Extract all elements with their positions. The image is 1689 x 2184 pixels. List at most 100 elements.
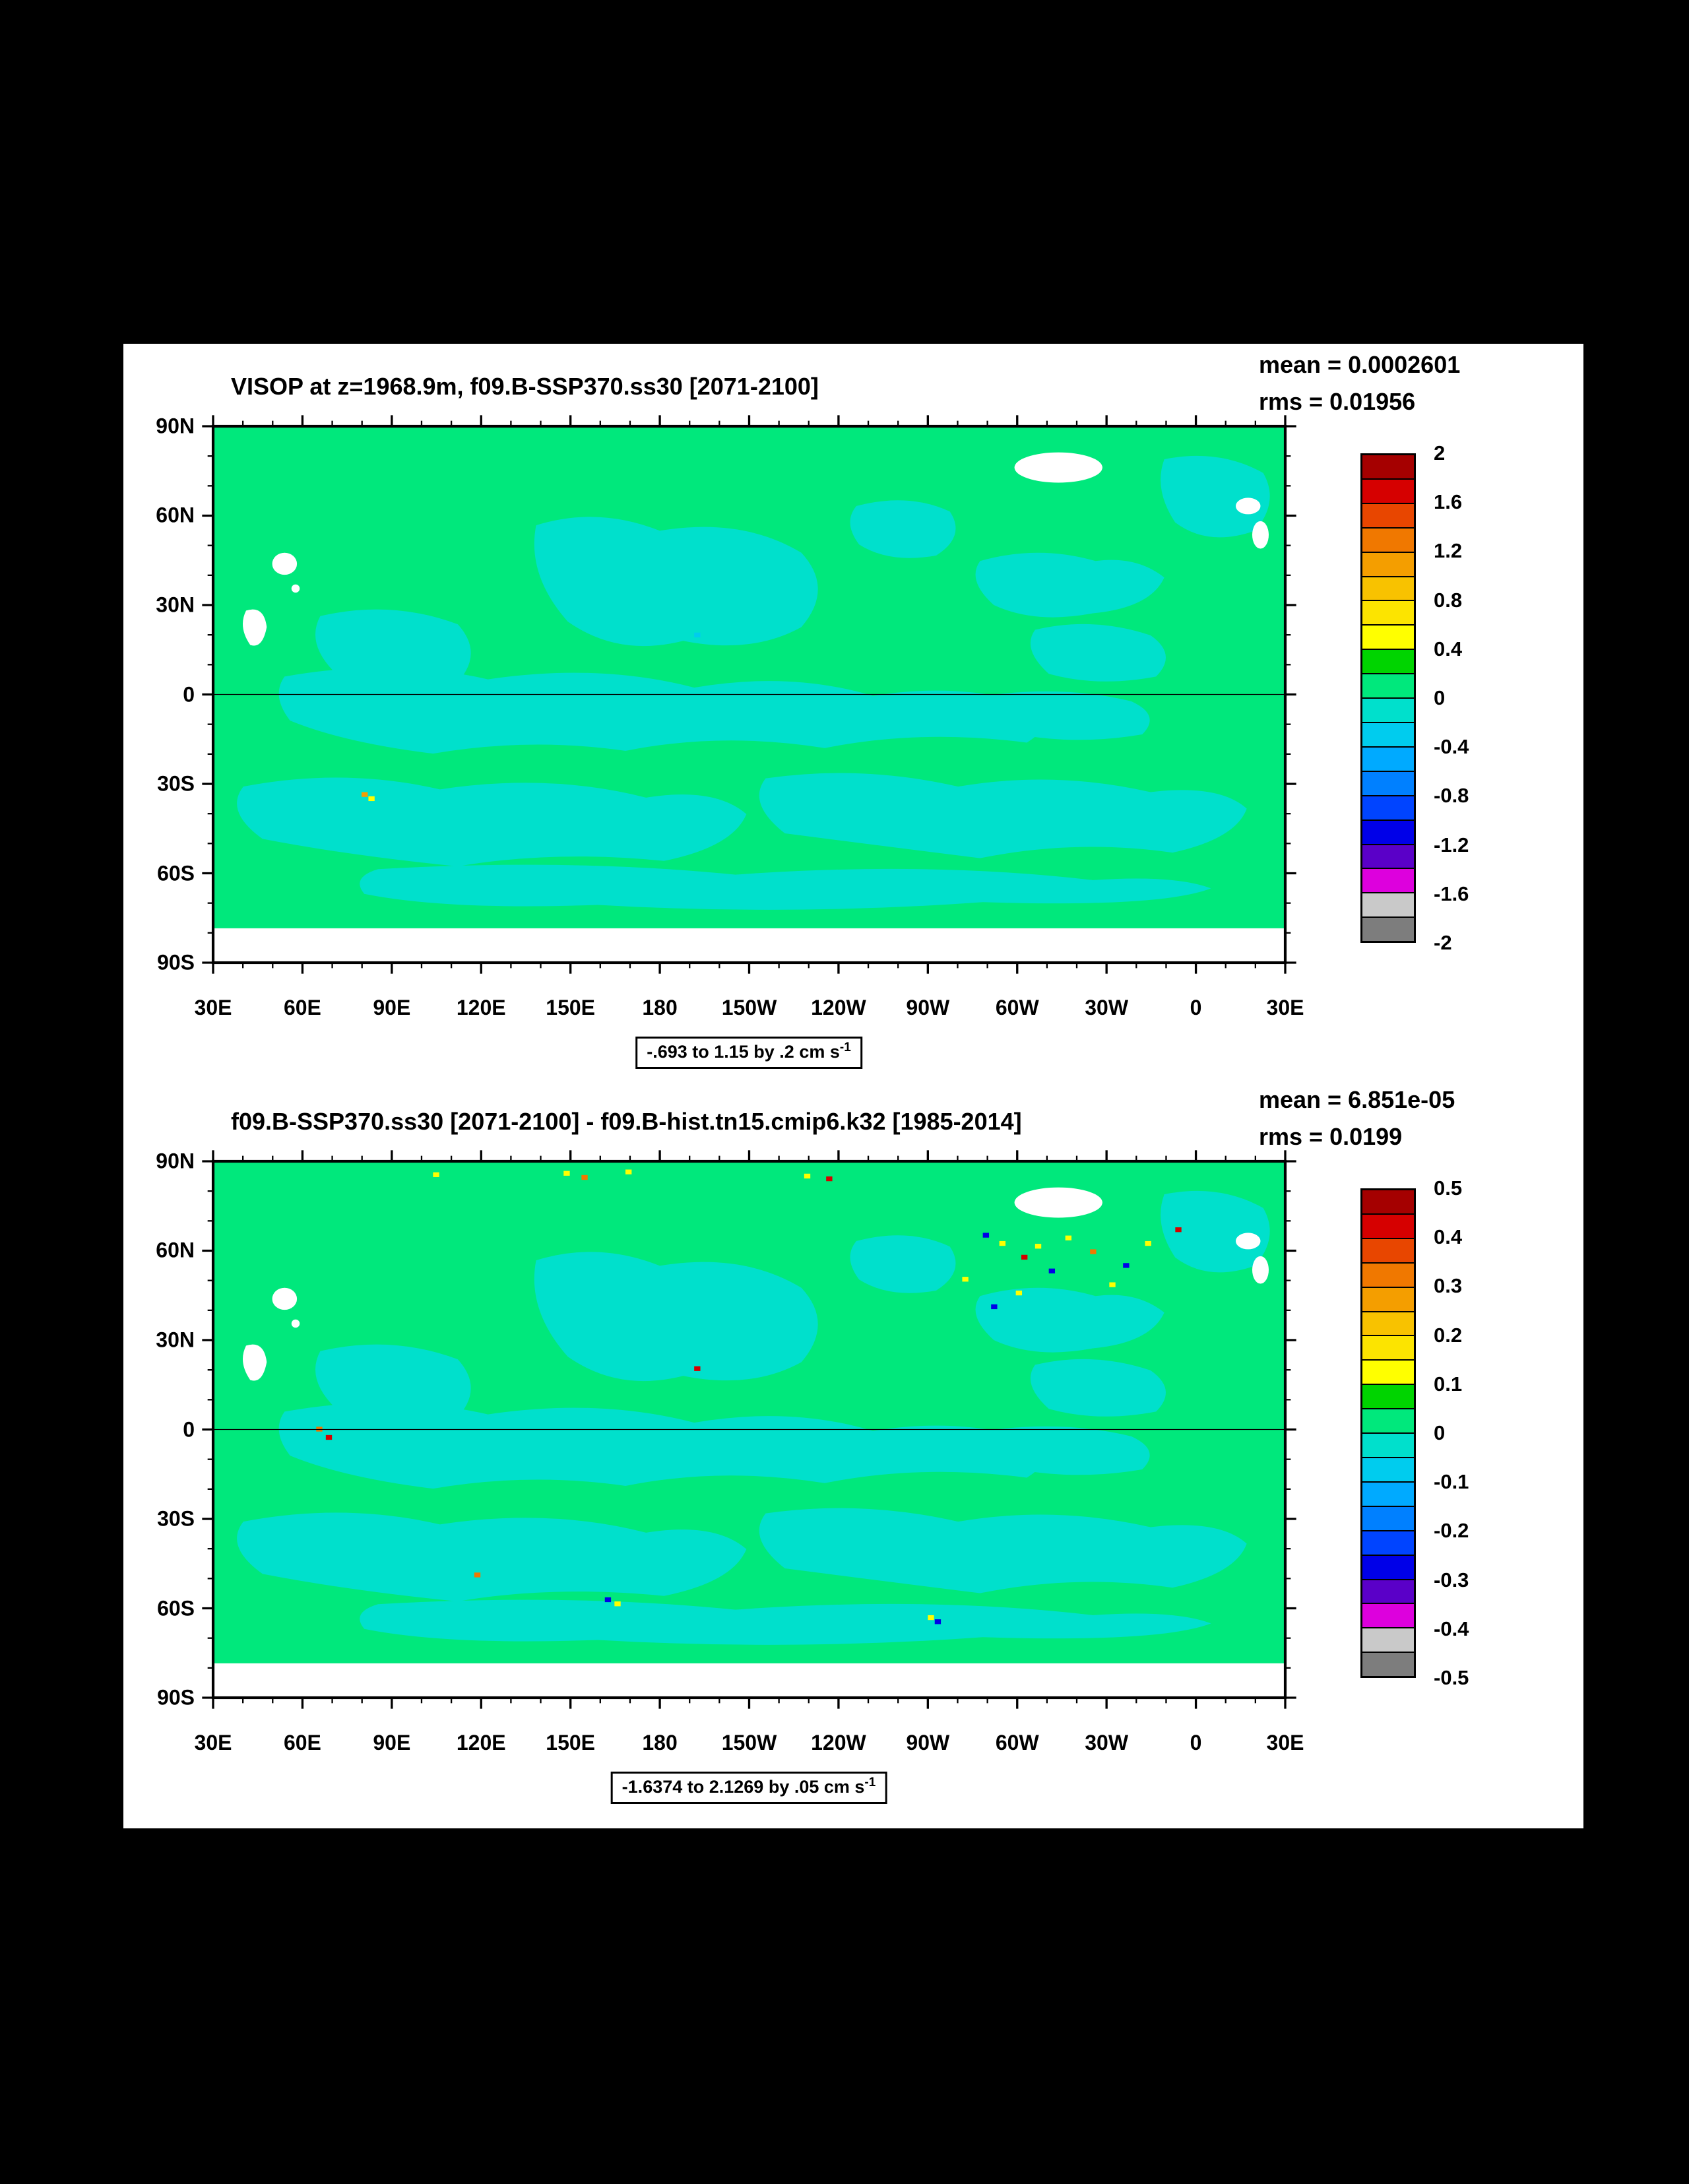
colorbar-cell <box>1362 1409 1414 1434</box>
colorbar-cell <box>1362 1458 1414 1483</box>
map-field-svg <box>202 415 1296 974</box>
lon-tick-label: 90W <box>906 996 950 1019</box>
mean-value: mean = 6.851e-05 <box>1259 1086 1455 1113</box>
colorbar-cell <box>1362 918 1414 942</box>
lat-tick-label: 30N <box>156 1328 195 1352</box>
lat-axis-labels: 90N 60N 30N 0 30S 60S 90S <box>127 414 204 975</box>
colorbar-tick-label: -2 <box>1434 931 1452 954</box>
lon-tick-label: 0 <box>1190 996 1202 1019</box>
colorbar-cell <box>1362 1214 1414 1239</box>
colorbar-labels: 2 1.6 1.2 0.8 0.4 0 -0.4 -0.8 -1.2 -1.6 -2 <box>1434 441 1526 954</box>
lon-tick-label: 150W <box>721 1731 777 1754</box>
colorbar-tick-label: 0.4 <box>1434 637 1463 660</box>
lat-tick-label: 30S <box>157 1506 195 1531</box>
map-plot <box>202 1150 1296 1709</box>
colorbar-labels: 0.5 0.4 0.3 0.2 0.1 0 -0.1 -0.2 -0.3 -0.4 -0.5 <box>1434 1176 1526 1689</box>
colorbar-tick-label: 1.6 <box>1434 490 1463 514</box>
lat-tick-label: 60N <box>156 1238 195 1262</box>
rms-value: rms = 0.01956 <box>1259 387 1416 415</box>
panel-bottom: f09.B-SSP370.ss30 [2071-2100] - f09.B-hi… <box>123 1079 1583 1814</box>
colorbar-tick-label: 0.1 <box>1434 1372 1463 1396</box>
colorbar-tick-label: 0.2 <box>1434 1323 1463 1347</box>
lon-tick-label: 180 <box>642 1731 678 1754</box>
lon-tick-label: 120W <box>811 1731 866 1754</box>
rms-value: rms = 0.0199 <box>1259 1122 1403 1150</box>
colorbar-cell <box>1362 1336 1414 1361</box>
colorbar-cell <box>1362 650 1414 675</box>
colorbar-cell <box>1362 771 1414 796</box>
lat-tick-label: 0 <box>183 1417 195 1441</box>
stats-block: mean = 0.0002601 rms = 0.01956 <box>1259 346 1460 420</box>
panel-top: VISOP at z=1968.9m, f09.B-SSP370.ss30 [2… <box>123 344 1583 1079</box>
colorbar-tick-label: 0.4 <box>1434 1225 1463 1249</box>
stats-block: mean = 6.851e-05 rms = 0.0199 <box>1259 1081 1455 1155</box>
lon-axis-labels: 30E 60E 90E 120E 150E 180 150W 120W 90W 60W 30W 0 30… <box>195 1731 1304 1758</box>
lon-tick-label: 30W <box>1085 996 1129 1019</box>
colorbar-cell <box>1362 503 1414 529</box>
colorbar-cell <box>1362 1482 1414 1507</box>
colorbar-cell <box>1362 796 1414 821</box>
lon-tick-label: 30E <box>194 1731 232 1754</box>
colorbar-cell <box>1362 1506 1414 1531</box>
lat-tick-label: 30N <box>156 593 195 617</box>
colorbar-tick-label: -0.4 <box>1434 735 1469 759</box>
colorbar-cell <box>1362 1653 1414 1677</box>
colorbar-cell <box>1362 479 1414 504</box>
colorbar-cell <box>1362 1580 1414 1605</box>
colorbar-cell <box>1362 1604 1414 1629</box>
colorbar-cell <box>1362 455 1414 480</box>
colorbar-tick-label: -0.4 <box>1434 1617 1469 1640</box>
lon-tick-label: 30W <box>1085 1731 1129 1754</box>
lon-tick-label: 60W <box>995 1731 1039 1754</box>
lon-tick-label: 90E <box>373 1731 411 1754</box>
colorbar <box>1360 1188 1416 1678</box>
plot-title: VISOP at z=1968.9m, f09.B-SSP370.ss30 [2… <box>231 373 819 400</box>
lat-tick-label: 60N <box>156 503 195 527</box>
contour-range-label: -1.6374 to 2.1269 by .05 cm s-1 <box>610 1772 887 1804</box>
lon-tick-label: 180 <box>642 996 678 1019</box>
lat-tick-label: 60S <box>157 1596 195 1620</box>
colorbar-cell <box>1362 747 1414 772</box>
lon-tick-label: 120E <box>456 1731 506 1754</box>
colorbar-tick-label: 0.5 <box>1434 1176 1463 1200</box>
colorbar-cell <box>1362 626 1414 651</box>
colorbar-cell <box>1362 1287 1414 1312</box>
colorbar-cell <box>1362 1190 1414 1215</box>
contour-range-exponent: -1 <box>864 1776 876 1789</box>
colorbar-tick-label: 1.2 <box>1434 539 1463 563</box>
lon-tick-label: 30E <box>1266 996 1304 1019</box>
contour-range-text: -.693 to 1.15 by .2 cm s <box>647 1042 840 1062</box>
colorbar-cell <box>1362 1531 1414 1556</box>
colorbar-cell <box>1362 1312 1414 1337</box>
colorbar-cell <box>1362 1263 1414 1288</box>
map-field-svg <box>202 1150 1296 1709</box>
lat-tick-label: 60S <box>157 861 195 885</box>
colorbar-cell <box>1362 1238 1414 1264</box>
lat-tick-label: 90N <box>156 1149 195 1173</box>
colorbar-tick-label: -1.6 <box>1434 882 1469 905</box>
contour-range-exponent: -1 <box>839 1041 851 1054</box>
colorbar-cell <box>1362 1555 1414 1580</box>
colorbar-tick-label: 0.3 <box>1434 1274 1463 1298</box>
colorbar-cell <box>1362 869 1414 894</box>
contour-range-text: -1.6374 to 2.1269 by .05 cm s <box>621 1777 865 1797</box>
lon-tick-label: 0 <box>1190 1731 1202 1754</box>
lat-tick-label: 90S <box>157 950 195 975</box>
lat-tick-label: 90N <box>156 414 195 438</box>
lon-tick-label: 60E <box>283 996 321 1019</box>
colorbar-tick-label: -1.2 <box>1434 833 1469 856</box>
colorbar-cell <box>1362 528 1414 553</box>
colorbar <box>1360 453 1416 943</box>
lon-tick-label: 120W <box>811 996 866 1019</box>
colorbar-tick-label: -0.5 <box>1434 1666 1469 1689</box>
colorbar-cell <box>1362 845 1414 870</box>
plot-title: f09.B-SSP370.ss30 [2071-2100] - f09.B-hi… <box>231 1108 1022 1135</box>
lon-tick-label: 60E <box>283 1731 321 1754</box>
colorbar-cell <box>1362 723 1414 748</box>
map-plot <box>202 415 1296 974</box>
lat-tick-label: 30S <box>157 771 195 796</box>
colorbar-tick-label: 2 <box>1434 441 1446 465</box>
colorbar-tick-label: -0.2 <box>1434 1519 1469 1543</box>
colorbar-cell <box>1362 1628 1414 1654</box>
